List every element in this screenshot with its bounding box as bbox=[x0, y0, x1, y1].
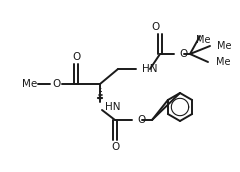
Text: O: O bbox=[179, 49, 187, 59]
Text: Me: Me bbox=[216, 57, 230, 67]
Text: HN: HN bbox=[142, 64, 157, 74]
Text: HN: HN bbox=[105, 102, 120, 112]
Text: O: O bbox=[137, 115, 145, 125]
Text: O: O bbox=[111, 142, 119, 152]
Text: Me: Me bbox=[196, 35, 210, 45]
Text: O: O bbox=[52, 79, 60, 89]
Text: Me: Me bbox=[217, 41, 232, 51]
Text: O: O bbox=[72, 52, 80, 62]
Text: O: O bbox=[152, 22, 160, 32]
Text: Me: Me bbox=[22, 79, 38, 89]
